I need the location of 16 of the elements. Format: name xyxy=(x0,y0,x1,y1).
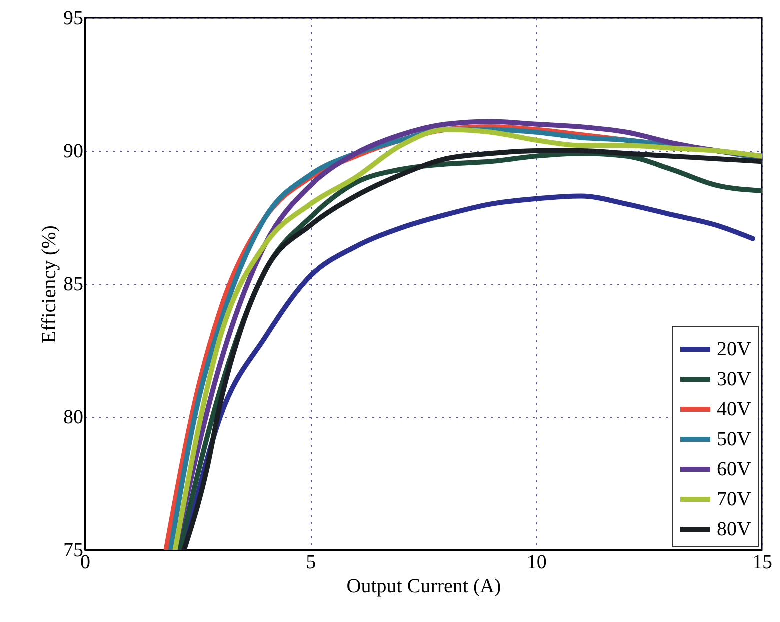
legend-label: 60V xyxy=(717,458,752,480)
legend-label: 50V xyxy=(717,428,752,450)
legend-label: 40V xyxy=(717,398,752,420)
x-tick-label: 10 xyxy=(526,552,547,574)
legend-label: 20V xyxy=(717,338,752,360)
y-tick-label: 85 xyxy=(64,274,84,296)
y-axis-title: Efficiency (%) xyxy=(38,226,60,344)
y-tick-label: 95 xyxy=(64,8,84,30)
x-tick-label: 5 xyxy=(306,552,316,574)
y-tick-label: 80 xyxy=(64,406,84,428)
legend-label: 70V xyxy=(717,488,752,510)
legend-label: 80V xyxy=(717,518,752,540)
y-tick-label: 90 xyxy=(64,140,84,162)
legend-label: 30V xyxy=(717,368,752,390)
x-tick-label: 15 xyxy=(752,552,772,574)
x-axis-title: Output Current (A) xyxy=(346,576,502,598)
